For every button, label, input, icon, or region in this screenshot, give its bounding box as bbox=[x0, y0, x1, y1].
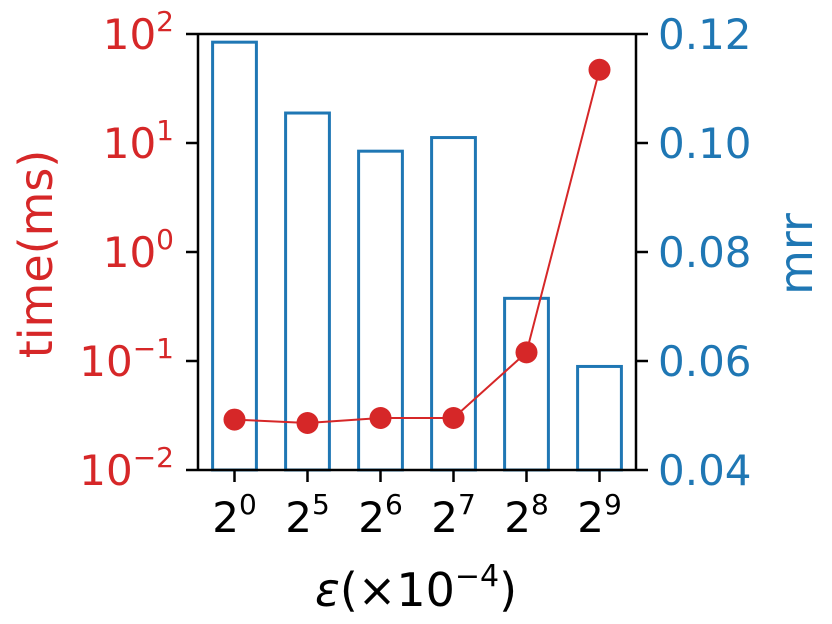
left-tick-label: 101 bbox=[103, 114, 174, 168]
mrr-bar bbox=[211, 40, 258, 472]
left-tick-base: 10 bbox=[103, 119, 156, 168]
x-axis-title: ε(×10−4) bbox=[315, 559, 517, 617]
x-tick-base: 2 bbox=[285, 493, 312, 542]
x-tick-exp: 8 bbox=[531, 488, 549, 521]
mrr-bar bbox=[503, 296, 550, 472]
right-tick-label: 0.12 bbox=[658, 10, 752, 59]
time-line bbox=[234, 69, 601, 424]
left-tick-base: 10 bbox=[79, 446, 132, 495]
time-point bbox=[369, 406, 392, 429]
x-tick-label: 20 bbox=[212, 488, 257, 542]
right-axis: 0.04 0.06 0.08 0.10 0.12 bbox=[636, 10, 752, 495]
x-axis-title-exp: −4 bbox=[455, 559, 499, 594]
x-tick-label: 27 bbox=[431, 488, 476, 542]
x-tick-label: 26 bbox=[358, 488, 403, 542]
left-tick-label: 10−2 bbox=[79, 441, 174, 495]
left-tick-label: 102 bbox=[103, 5, 174, 59]
x-tick-base: 2 bbox=[577, 493, 604, 542]
left-tick-base: 10 bbox=[103, 228, 156, 277]
time-point bbox=[515, 341, 538, 364]
left-tick-label: 100 bbox=[103, 223, 174, 277]
plot-frame bbox=[196, 32, 638, 472]
x-axis-title-symbol: ε bbox=[315, 563, 340, 617]
mrr-bar bbox=[576, 364, 623, 472]
x-tick-base: 2 bbox=[431, 493, 458, 542]
mrr-bars bbox=[211, 40, 623, 472]
time-point bbox=[588, 58, 611, 81]
x-tick-base: 2 bbox=[504, 493, 531, 542]
time-point bbox=[223, 408, 246, 431]
time-point bbox=[442, 406, 465, 429]
left-tick-exp: 0 bbox=[156, 223, 174, 256]
right-tick-label: 0.04 bbox=[658, 446, 752, 495]
right-tick-label: 0.06 bbox=[658, 337, 752, 386]
x-tick-exp: 9 bbox=[604, 488, 622, 521]
x-tick-exp: 7 bbox=[458, 488, 476, 521]
left-tick-base: 10 bbox=[79, 337, 132, 386]
x-tick-base: 2 bbox=[358, 493, 385, 542]
x-axis-title-open: (×10 bbox=[340, 563, 455, 617]
left-tick-base: 10 bbox=[103, 10, 156, 59]
left-tick-exp: 1 bbox=[156, 114, 174, 147]
x-tick-exp: 5 bbox=[312, 488, 330, 521]
left-axis-title: time(ms) bbox=[9, 150, 63, 359]
x-tick-label: 29 bbox=[577, 488, 622, 542]
x-tick-base: 2 bbox=[212, 493, 239, 542]
left-tick-exp: 2 bbox=[156, 5, 174, 38]
x-tick-exp: 6 bbox=[385, 488, 403, 521]
right-axis-title: mrr bbox=[769, 213, 823, 295]
x-tick-exp: 0 bbox=[239, 488, 257, 521]
x-tick-label: 25 bbox=[285, 488, 330, 542]
time-series bbox=[223, 58, 611, 434]
x-tick-label: 28 bbox=[504, 488, 549, 542]
right-tick-label: 0.10 bbox=[658, 119, 752, 168]
left-tick-exp: −1 bbox=[133, 332, 174, 365]
time-point bbox=[296, 411, 319, 434]
left-tick-exp: −2 bbox=[133, 441, 174, 474]
right-tick-label: 0.08 bbox=[658, 228, 752, 277]
x-axis-title-close: ) bbox=[499, 563, 517, 617]
x-axis: 20 25 26 27 28 29 bbox=[212, 470, 622, 542]
left-tick-label: 10−1 bbox=[79, 332, 174, 386]
